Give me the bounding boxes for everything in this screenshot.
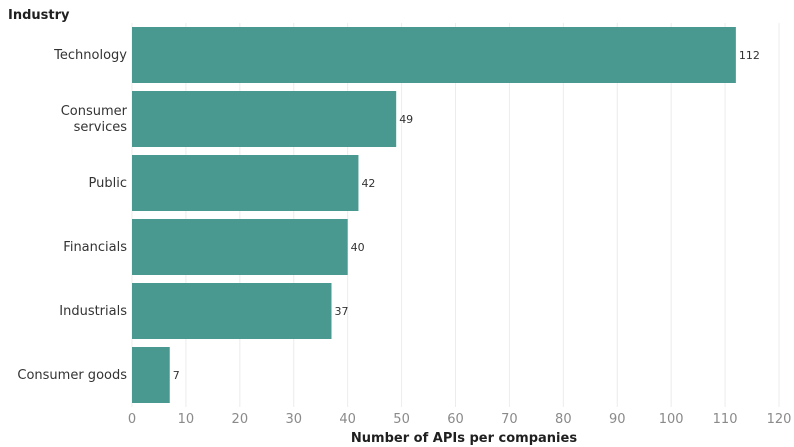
bar xyxy=(132,283,332,339)
x-tick-label: 120 xyxy=(767,412,792,427)
data-label: 40 xyxy=(351,241,365,254)
x-tick-label: 60 xyxy=(447,412,464,427)
x-tick-label: 100 xyxy=(659,412,684,427)
bars-layer xyxy=(132,27,736,403)
data-label: 49 xyxy=(399,113,413,126)
x-tick-label: 90 xyxy=(609,412,626,427)
x-tick-label: 20 xyxy=(232,412,249,427)
bar xyxy=(132,91,397,147)
category-label: Financials xyxy=(63,240,127,255)
bar xyxy=(132,155,359,211)
x-tick-label: 110 xyxy=(713,412,738,427)
grid-layer xyxy=(131,23,780,407)
x-axis-title: Number of APIs per companies xyxy=(351,431,577,446)
category-label: Consumer xyxy=(61,104,128,119)
x-tick-label: 50 xyxy=(393,412,410,427)
x-tick-label: 80 xyxy=(555,412,572,427)
category-label: services xyxy=(74,120,128,135)
bar xyxy=(132,27,736,83)
y-axis-title: Industry xyxy=(8,8,70,23)
x-tick-label: 40 xyxy=(339,412,356,427)
category-label: Technology xyxy=(53,48,127,63)
data-label: 42 xyxy=(361,177,375,190)
x-tick-label: 0 xyxy=(128,412,136,427)
data-label: 37 xyxy=(334,305,348,318)
category-label: Public xyxy=(89,176,127,191)
labels-layer: 0 10 20 30 40 50 60 70 80 90 100 110 120 112 Technolog… xyxy=(17,48,791,427)
data-label: 112 xyxy=(739,49,760,62)
category-label: Industrials xyxy=(59,304,127,319)
bar xyxy=(132,347,170,403)
x-tick-label: 30 xyxy=(285,412,302,427)
data-label: 7 xyxy=(173,369,180,382)
x-tick-label: 10 xyxy=(178,412,195,427)
category-label: Consumer goods xyxy=(17,368,127,383)
bar xyxy=(132,219,348,275)
x-tick-label: 70 xyxy=(501,412,518,427)
